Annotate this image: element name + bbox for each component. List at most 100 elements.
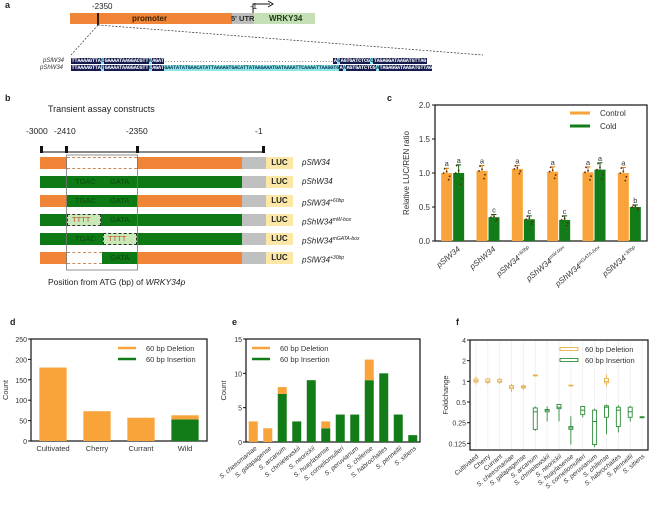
y-tick-label: 4 [462,338,466,345]
y-axis-label: Count [1,379,10,400]
panel-label-e: e [232,317,238,327]
data-point [589,179,591,181]
data-point [551,169,554,172]
gata-box-label: GATA [110,177,130,186]
alignment-row-pslw34: TTAAAAGTTACGAAAATAAGGACGTTAAGAT.........… [71,58,427,65]
legend-label: Control [600,109,626,118]
seq-block: TAGAGGATAAGATGTTAG [373,58,427,64]
deleted-region [67,157,137,169]
data-point [526,215,529,218]
bar-60-bp-insertion [277,393,287,442]
seq-block: A [333,58,338,64]
data-point [620,167,623,170]
significance-letter: a [445,159,450,168]
utr-segment [242,214,266,226]
tick-label-1: -1 [255,126,263,136]
bar-60-bp-deletion [364,359,374,381]
data-point [457,169,460,172]
y-tick-label: 2 [462,359,466,366]
data-point [519,170,522,173]
luc-box: LUC [266,233,293,245]
box-iqr [497,378,503,383]
bar-60-bp-deletion [263,428,273,442]
x-tick-label: Currant [128,444,154,453]
w-box-label: TGAC [75,177,96,186]
tick-label-2410: -2410 [54,126,76,136]
bar-60-bp-insertion [408,435,418,442]
bar-60-bp-deletion [39,367,67,441]
bar-60-bp-insertion [393,414,403,442]
data-point [514,164,517,167]
deleted-region [67,252,102,264]
seq-block: TTAAAAGTTA [71,58,102,64]
data-point [566,221,569,224]
plot-frame [30,338,208,442]
box-iqr [485,378,491,383]
data-point [563,217,566,220]
data-point [454,172,457,174]
position-2350-label: -2350 [92,2,113,11]
y-tick-label: 0 [238,440,242,447]
luc-box: LUC [266,157,293,169]
seq-mismatch: A [343,65,346,71]
bar-cold [559,219,571,241]
construct-name: pShW34mGATA-box [302,236,360,246]
data-point [491,213,493,216]
x-tick-label: pShW34 [467,244,497,272]
bar-60-bp-insertion [321,428,331,442]
y-tick-label: 0.25 [452,421,466,428]
significance-letter: a [551,158,556,167]
x-tick-label: Cherry [86,444,109,453]
tss-arrow-icon [252,0,274,15]
data-point [549,166,552,169]
luc-box: LUC [266,252,293,264]
significance-letter: a [515,157,520,166]
x-tick-label: pSlW34+30bp [600,244,639,279]
w-box-label: TGAC [75,196,96,205]
data-point [531,220,534,223]
y-tick-label: 0.125 [448,441,466,448]
data-point [560,219,563,221]
panel-label-f: f [456,317,459,327]
xlabel-gene: WRKY34p [145,277,186,287]
bar-control [511,168,523,241]
data-point [447,178,450,181]
data-point [525,218,528,221]
bar-control [476,170,488,241]
x-tick-superscript: +30bp [622,244,637,258]
seq-block: AGTGATCTCG [340,58,371,64]
data-point [565,224,568,227]
seq-block: AGTGATCTCG [345,65,377,71]
legend-label: 60 bp Deletion [585,345,633,354]
data-point [548,170,551,173]
y-tick-label: 15 [234,337,242,344]
data-point [632,204,635,207]
gene-bar [254,13,315,24]
data-point [625,175,628,178]
panel-label-c: c [387,93,393,103]
significance-letter: b [633,196,637,205]
chart-d-counts-by-group: 0 50 100 150 200 250 Count Cultivated Cherry Curr… [1,337,208,453]
construct-superscript: mGATA-box [332,236,360,242]
seq-block: AGAT [151,65,165,71]
data-point [637,207,640,210]
data-point [554,174,557,176]
bar-cold [594,169,606,241]
significance-letter: c [527,207,531,216]
data-point [590,175,592,178]
bar-60-bp-deletion [127,417,155,441]
bar-60-bp-insertion [350,414,360,442]
legend-swatch [559,358,579,362]
bar-control [582,172,594,241]
bar-60-bp-insertion [379,373,389,442]
y-tick-label: 1 [462,379,466,386]
bar-60-bp-deletion [277,387,287,394]
construct-name: pSlW34 [302,158,331,167]
seq-mismatch: C [148,65,152,71]
data-point [602,173,604,176]
data-point [636,208,639,211]
constructs-title: Transient assay constructs [48,104,155,114]
construct-name: pSlW34+60bp [302,198,345,208]
position-1-label: -1 [250,2,258,11]
